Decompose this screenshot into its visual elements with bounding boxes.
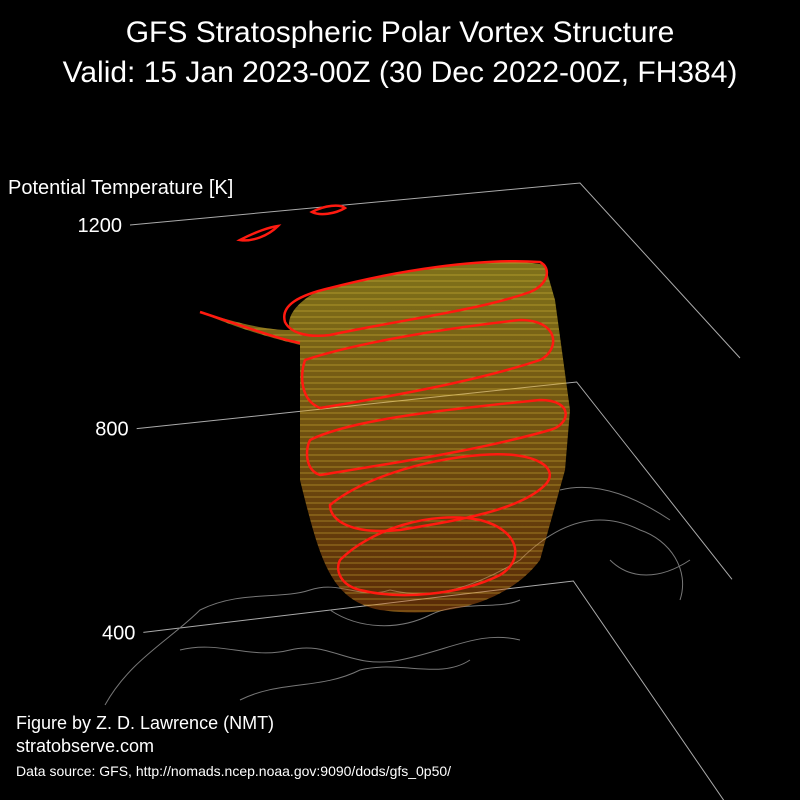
z-axis-label: Potential Temperature [K] [8,177,233,199]
z-tick-label: 1200 [78,215,123,237]
vortex [199,204,570,613]
z-tick-label: 400 [102,622,135,644]
z-tick-label: 800 [95,419,128,441]
grid-line [136,381,733,580]
grid-line [143,580,725,800]
website: stratobserve.com [16,736,154,756]
axes: 400 800 1200 [78,182,741,800]
chart-title: GFS Stratospheric Polar Vortex Structure [126,16,675,49]
credit: Figure by Z. D. Lawrence (NMT) [16,713,274,733]
data-source: Data source: GFS, http://nomads.ncep.noa… [16,763,451,779]
grid-line [129,182,741,359]
chart-subtitle: Valid: 15 Jan 2023-00Z (30 Dec 2022-00Z,… [63,56,738,89]
